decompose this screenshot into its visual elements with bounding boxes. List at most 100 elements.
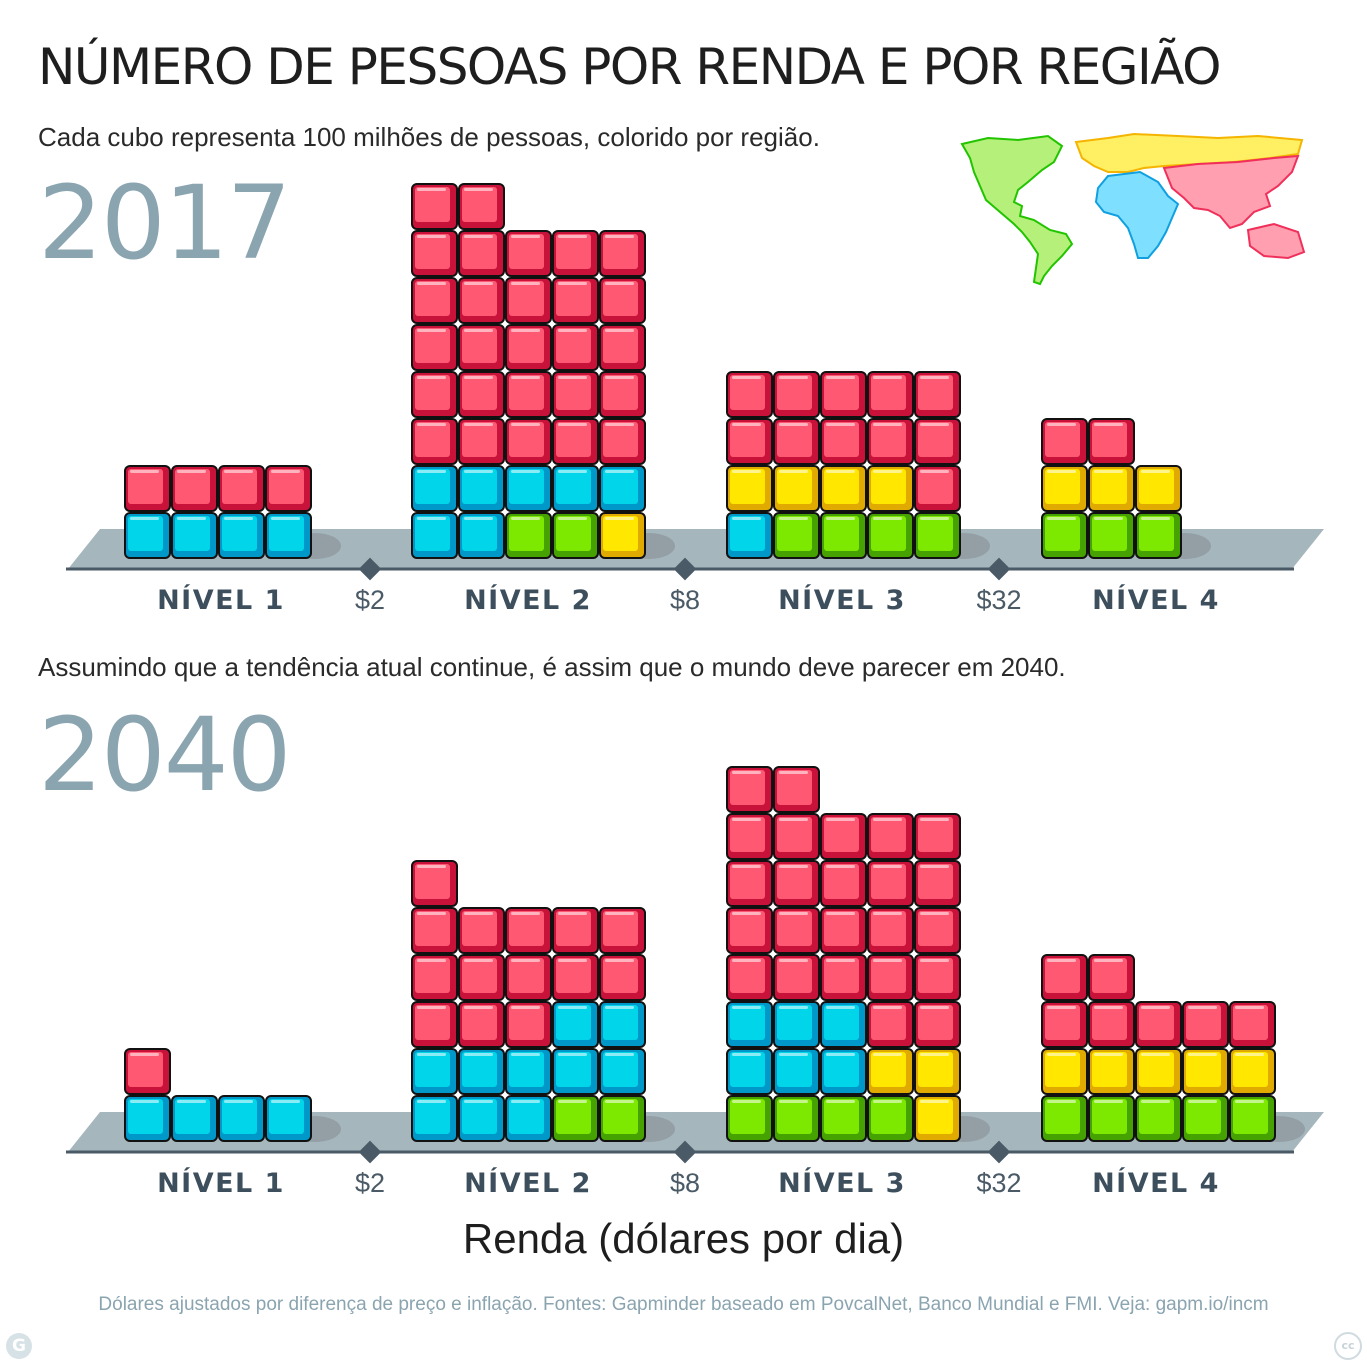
cube-face bbox=[777, 958, 812, 993]
cube-face bbox=[1186, 1052, 1221, 1087]
threshold-marker bbox=[358, 557, 382, 581]
cube-face bbox=[1092, 1052, 1127, 1087]
cube-face bbox=[824, 958, 859, 993]
cube-highlight bbox=[224, 517, 253, 520]
cube-americas bbox=[1182, 1095, 1229, 1142]
chart-panel-2017: $2 $8 $32 NÍVEL 1 NÍVEL 2 NÍVEL 3 NÍVEL 4 bbox=[66, 183, 1324, 616]
level-label: NÍVEL 3 bbox=[778, 584, 906, 616]
cube-americas bbox=[773, 512, 820, 559]
cube-face bbox=[509, 1052, 544, 1087]
cube-asia bbox=[867, 418, 914, 465]
cube-highlight bbox=[177, 470, 206, 473]
x-axis-title: Renda (dólares por dia) bbox=[462, 1215, 905, 1262]
cube-africa bbox=[820, 1001, 867, 1048]
cube-highlight bbox=[1141, 1053, 1170, 1056]
cube-asia bbox=[726, 418, 773, 465]
cube-highlight bbox=[826, 423, 855, 426]
cube-face bbox=[777, 516, 812, 551]
cube-asia bbox=[773, 418, 820, 465]
cube-highlight bbox=[558, 376, 587, 379]
cube-face bbox=[603, 958, 638, 993]
cube-asia bbox=[914, 1001, 961, 1048]
cube-highlight bbox=[826, 912, 855, 915]
cube-face bbox=[730, 516, 765, 551]
cube-highlight bbox=[920, 1100, 949, 1103]
cube-face bbox=[871, 375, 906, 410]
cube-highlight bbox=[1094, 517, 1123, 520]
cube-face bbox=[1139, 1052, 1174, 1087]
cube-highlight bbox=[464, 282, 493, 285]
cube-highlight bbox=[511, 235, 540, 238]
year-label-2017: 2017 bbox=[38, 164, 292, 283]
cube-highlight bbox=[558, 912, 587, 915]
cube-highlight bbox=[605, 470, 634, 473]
cube-highlight bbox=[177, 1100, 206, 1103]
cube-highlight bbox=[732, 1100, 761, 1103]
cube-highlight bbox=[605, 235, 634, 238]
cube-asia bbox=[773, 860, 820, 907]
cube-highlight bbox=[464, 1100, 493, 1103]
cube-highlight bbox=[464, 423, 493, 426]
gapminder-logo-icon: G bbox=[6, 1333, 32, 1359]
cube-face bbox=[415, 516, 450, 551]
cube-highlight bbox=[1047, 1053, 1076, 1056]
cube-asia bbox=[505, 907, 552, 954]
cube-face bbox=[603, 911, 638, 946]
cube-face bbox=[1233, 1099, 1268, 1134]
cube-highlight bbox=[417, 865, 446, 868]
cube-face bbox=[462, 469, 497, 504]
cube-asia bbox=[599, 418, 646, 465]
cube-face bbox=[509, 911, 544, 946]
cube-asia bbox=[867, 813, 914, 860]
cube-face bbox=[556, 958, 591, 993]
cube-asia bbox=[552, 230, 599, 277]
cube-highlight bbox=[779, 1100, 808, 1103]
cube-highlight bbox=[464, 470, 493, 473]
cube-asia bbox=[552, 277, 599, 324]
cube-face bbox=[918, 817, 953, 852]
cube-face bbox=[175, 1099, 210, 1134]
cube-africa bbox=[599, 1048, 646, 1095]
cube-asia bbox=[124, 1048, 171, 1095]
cube-face bbox=[871, 817, 906, 852]
cube-face bbox=[730, 1052, 765, 1087]
cube-asia bbox=[773, 907, 820, 954]
cube-highlight bbox=[417, 376, 446, 379]
cube-highlight bbox=[779, 470, 808, 473]
cube-face bbox=[777, 1099, 812, 1134]
cube-asia bbox=[599, 277, 646, 324]
cube-europe bbox=[1088, 1048, 1135, 1095]
cube-face bbox=[1186, 1099, 1221, 1134]
cube-face bbox=[222, 516, 257, 551]
cube-highlight bbox=[605, 1100, 634, 1103]
cube-face bbox=[1233, 1005, 1268, 1040]
cube-highlight bbox=[873, 470, 902, 473]
cube-highlight bbox=[558, 1053, 587, 1056]
cube-asia bbox=[726, 907, 773, 954]
cube-highlight bbox=[511, 1053, 540, 1056]
cube-face bbox=[462, 281, 497, 316]
cube-europe bbox=[914, 1095, 961, 1142]
cube-face bbox=[871, 1005, 906, 1040]
cube-europe bbox=[1182, 1048, 1229, 1095]
cube-face bbox=[603, 281, 638, 316]
map-africa-region bbox=[1094, 170, 1180, 259]
cube-face bbox=[462, 375, 497, 410]
cube-face bbox=[462, 422, 497, 457]
cube-face bbox=[918, 958, 953, 993]
cube-highlight bbox=[464, 1053, 493, 1056]
cube-highlight bbox=[511, 376, 540, 379]
cube-asia bbox=[265, 465, 312, 512]
cube-asia bbox=[599, 324, 646, 371]
cube-highlight bbox=[464, 959, 493, 962]
map-asia-region bbox=[1162, 154, 1306, 260]
threshold-label: $8 bbox=[670, 1168, 700, 1198]
cube-asia bbox=[867, 860, 914, 907]
cube-face bbox=[1139, 1005, 1174, 1040]
cube-face bbox=[462, 1052, 497, 1087]
cube-highlight bbox=[1141, 517, 1170, 520]
cube-highlight bbox=[511, 470, 540, 473]
cube-highlight bbox=[605, 912, 634, 915]
cube-highlight bbox=[558, 282, 587, 285]
cube-highlight bbox=[779, 1006, 808, 1009]
